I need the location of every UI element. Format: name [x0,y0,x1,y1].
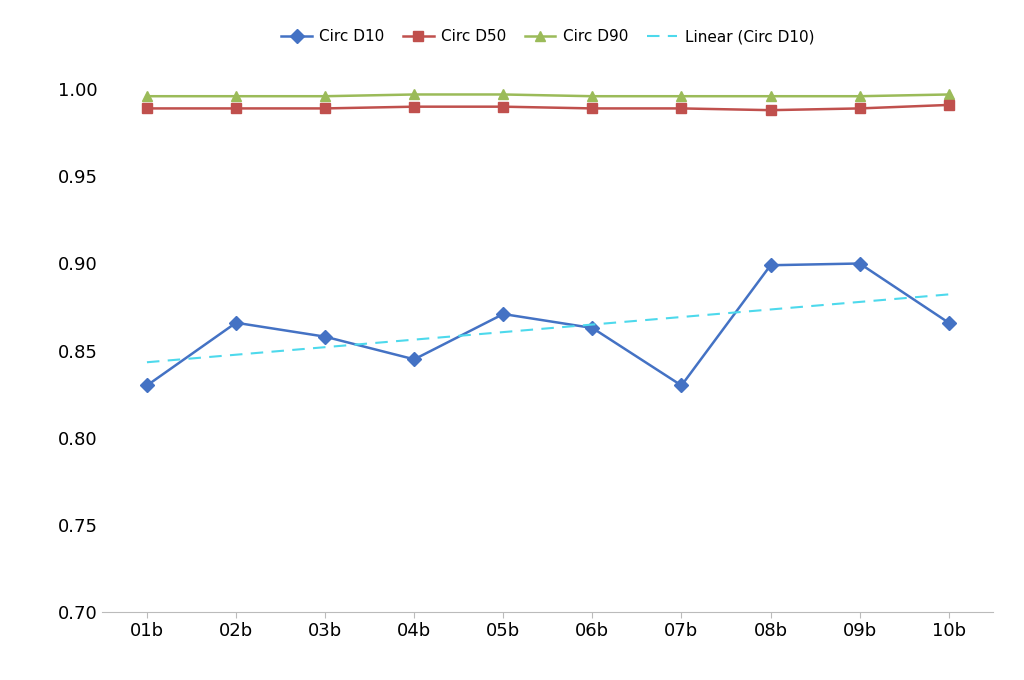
Circ D90 [765,92,777,101]
Line: Circ D50: Circ D50 [142,100,953,115]
Linear (Circ D10) [230,351,243,359]
Circ D50 [586,104,598,112]
Circ D10 [498,310,510,318]
Circ D50 [319,104,332,112]
Circ D50 [408,103,421,111]
Circ D90 [230,92,243,101]
Linear (Circ D10) [676,313,688,321]
Circ D10 [765,261,777,269]
Line: Linear (Circ D10): Linear (Circ D10) [147,294,949,362]
Linear (Circ D10) [498,328,510,336]
Linear (Circ D10) [408,335,421,343]
Circ D10 [854,259,866,267]
Line: Circ D90: Circ D90 [142,90,953,101]
Legend: Circ D10, Circ D50, Circ D90, Linear (Circ D10): Circ D10, Circ D50, Circ D90, Linear (Ci… [275,23,820,50]
Linear (Circ D10) [854,298,866,306]
Circ D50 [854,104,866,112]
Circ D90 [854,92,866,101]
Circ D50 [943,101,955,109]
Circ D10 [943,319,955,327]
Circ D90 [319,92,332,101]
Circ D10 [141,381,154,390]
Circ D50 [141,104,154,112]
Circ D10 [586,324,598,332]
Circ D90 [408,90,421,99]
Circ D50 [765,106,777,114]
Circ D10 [676,381,688,390]
Circ D10 [230,319,243,327]
Circ D90 [141,92,154,101]
Linear (Circ D10) [141,358,154,367]
Linear (Circ D10) [943,290,955,299]
Linear (Circ D10) [319,343,332,352]
Circ D10 [319,333,332,341]
Circ D90 [498,90,510,99]
Circ D90 [676,92,688,101]
Linear (Circ D10) [586,320,598,328]
Circ D50 [230,104,243,112]
Circ D10 [408,355,421,363]
Circ D50 [498,103,510,111]
Circ D50 [676,104,688,112]
Linear (Circ D10) [765,305,777,313]
Circ D90 [586,92,598,101]
Circ D90 [943,90,955,99]
Line: Circ D10: Circ D10 [142,258,953,390]
